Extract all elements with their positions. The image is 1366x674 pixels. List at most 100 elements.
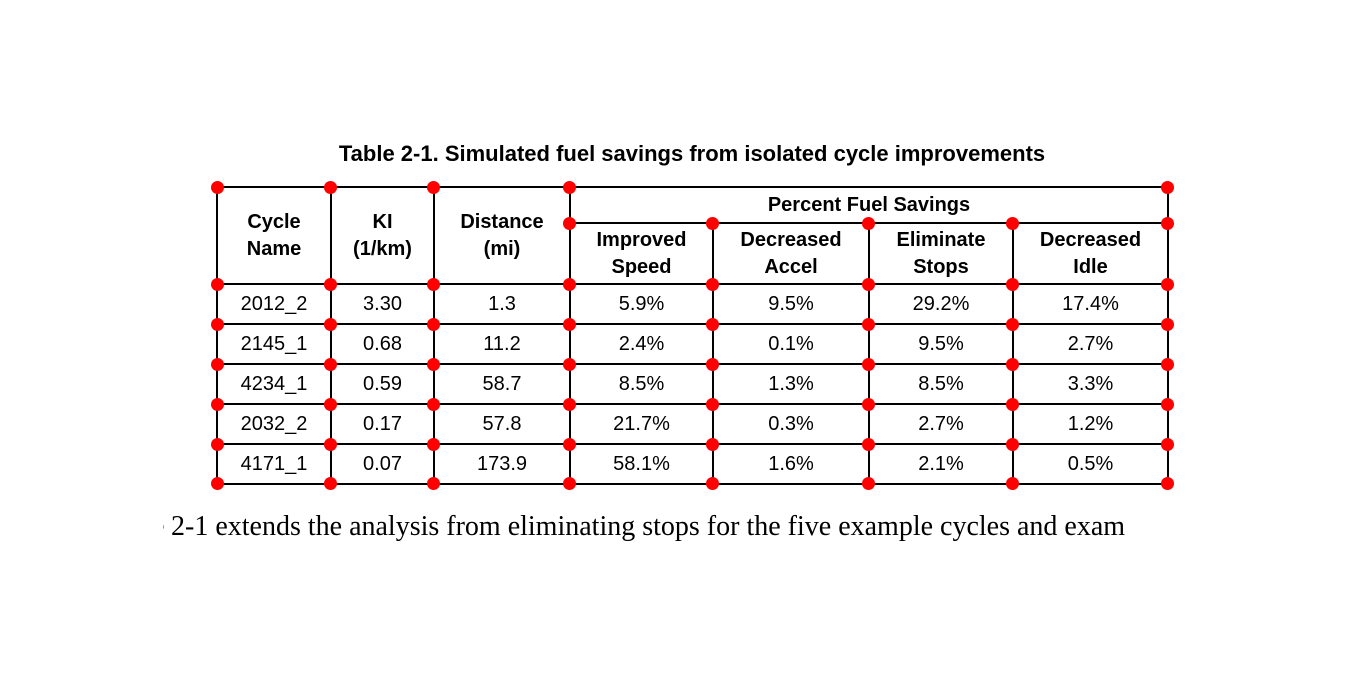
table-cell: 3.3% xyxy=(1012,363,1169,405)
corner-marker-dot xyxy=(1005,476,1019,490)
corner-marker-dot xyxy=(562,317,576,331)
table-row: 4234_1 0.59 58.7 8.5% 1.3% 8.5% 3.3% xyxy=(216,363,1169,405)
table-cell: 0.3% xyxy=(712,403,870,445)
table-cell: 0.17 xyxy=(330,403,435,445)
header-line: Stops xyxy=(913,255,969,278)
corner-marker-dot xyxy=(1160,277,1174,291)
table-row: 2032_2 0.17 57.8 21.7% 0.3% 2.7% 1.2% xyxy=(216,403,1169,445)
corner-marker-dot xyxy=(861,357,875,371)
table-cell: 0.1% xyxy=(712,323,870,365)
table-cell: 5.9% xyxy=(569,283,714,325)
corner-marker-dot xyxy=(1160,317,1174,331)
corner-marker-dot xyxy=(705,216,719,230)
table-row: 4171_1 0.07 173.9 58.1% 1.6% 2.1% 0.5% xyxy=(216,443,1169,485)
clipped-word-fragment: e xyxy=(163,510,168,544)
table-row: 2012_2 3.30 1.3 5.9% 9.5% 29.2% 17.4% xyxy=(216,283,1169,325)
header-row-span: Cycle Name KI (1/km) Distance (mi) Percent … xyxy=(216,186,1169,285)
corner-marker-dot xyxy=(705,357,719,371)
table-cell: 2012_2 xyxy=(216,283,332,325)
table-cell: 21.7% xyxy=(569,403,714,445)
header-line: Cycle xyxy=(247,210,301,233)
corner-marker-dot xyxy=(323,317,337,331)
corner-marker-dot xyxy=(705,476,719,490)
col-header-eliminate-stops: Eliminate Stops xyxy=(868,222,1014,285)
corner-marker-dot xyxy=(562,216,576,230)
table-cell: 0.07 xyxy=(330,443,435,485)
header-line: (1/km) xyxy=(353,237,412,260)
header-line: Distance xyxy=(460,210,544,233)
header-line: Accel xyxy=(764,255,818,278)
corner-marker-dot xyxy=(1160,357,1174,371)
corner-marker-dot xyxy=(426,277,440,291)
table-cell: 2.4% xyxy=(569,323,714,365)
corner-marker-dot xyxy=(861,317,875,331)
header-line: Name xyxy=(246,237,302,260)
corner-marker-dot xyxy=(861,397,875,411)
corner-marker-dot xyxy=(323,476,337,490)
table-cell: 29.2% xyxy=(868,283,1014,325)
header-line: Speed xyxy=(611,255,672,278)
col-header-decreased-idle: Decreased Idle xyxy=(1012,222,1169,285)
corner-marker-dot xyxy=(1005,317,1019,331)
table-caption: Table 2-1. Simulated fuel savings from i… xyxy=(338,141,1046,166)
corner-marker-dot xyxy=(1005,397,1019,411)
corner-marker-dot xyxy=(323,357,337,371)
corner-marker-dot xyxy=(1160,216,1174,230)
corner-marker-dot xyxy=(210,437,224,451)
corner-marker-dot xyxy=(705,437,719,451)
header-line: Improved xyxy=(596,228,687,251)
table-cell: 9.5% xyxy=(868,323,1014,365)
corner-marker-dot xyxy=(323,180,337,194)
corner-marker-dot xyxy=(323,437,337,451)
corner-marker-dot xyxy=(705,397,719,411)
fuel-savings-table: Cycle Name KI (1/km) Distance (mi) Percent … xyxy=(216,186,1169,485)
table-cell: 17.4% xyxy=(1012,283,1169,325)
corner-marker-dot xyxy=(323,277,337,291)
table-cell: 2032_2 xyxy=(216,403,332,445)
corner-marker-dot xyxy=(562,437,576,451)
corner-marker-dot xyxy=(426,476,440,490)
table-cell: 2145_1 xyxy=(216,323,332,365)
table-cell: 57.8 xyxy=(433,403,571,445)
corner-marker-dot xyxy=(1005,277,1019,291)
header-row-sub: Improved Speed Decreased Accel Eliminate St… xyxy=(217,222,1169,285)
table-row: 2145_1 0.68 11.2 2.4% 0.1% 9.5% 2.7% xyxy=(216,323,1169,365)
body-paragraph: e2-1 extends the analysis from eliminati… xyxy=(163,510,1125,544)
corner-marker-dot xyxy=(426,317,440,331)
header-line: KI xyxy=(372,210,393,233)
col-header-improved-speed: Improved Speed xyxy=(569,222,714,285)
table-cell: 1.2% xyxy=(1012,403,1169,445)
col-header-distance: Distance (mi) xyxy=(433,186,571,285)
corner-marker-dot xyxy=(705,277,719,291)
table-cell: 4234_1 xyxy=(216,363,332,405)
corner-marker-dot xyxy=(1005,357,1019,371)
corner-marker-dot xyxy=(210,317,224,331)
col-header-decreased-accel: Decreased Accel xyxy=(712,222,870,285)
header-line: Decreased xyxy=(740,228,842,251)
corner-marker-dot xyxy=(1005,437,1019,451)
header-line: Decreased xyxy=(1039,228,1142,251)
table-cell: 1.3 xyxy=(433,283,571,325)
corner-marker-dot xyxy=(210,277,224,291)
corner-marker-dot xyxy=(426,437,440,451)
corner-marker-dot xyxy=(426,357,440,371)
corner-marker-dot xyxy=(562,476,576,490)
table-cell: 1.3% xyxy=(712,363,870,405)
table-cell: 11.2 xyxy=(433,323,571,365)
corner-marker-dot xyxy=(426,397,440,411)
corner-marker-dot xyxy=(562,397,576,411)
table-cell: 9.5% xyxy=(712,283,870,325)
corner-marker-dot xyxy=(562,277,576,291)
corner-marker-dot xyxy=(562,357,576,371)
corner-marker-dot xyxy=(1160,397,1174,411)
corner-marker-dot xyxy=(210,180,224,194)
table-cell: 0.59 xyxy=(330,363,435,405)
corner-marker-dot xyxy=(1160,476,1174,490)
corner-marker-dot xyxy=(323,397,337,411)
corner-marker-dot xyxy=(210,397,224,411)
corner-marker-dot xyxy=(1160,437,1174,451)
corner-marker-dot xyxy=(1005,216,1019,230)
corner-marker-dot xyxy=(861,476,875,490)
header-line: (mi) xyxy=(483,237,521,260)
